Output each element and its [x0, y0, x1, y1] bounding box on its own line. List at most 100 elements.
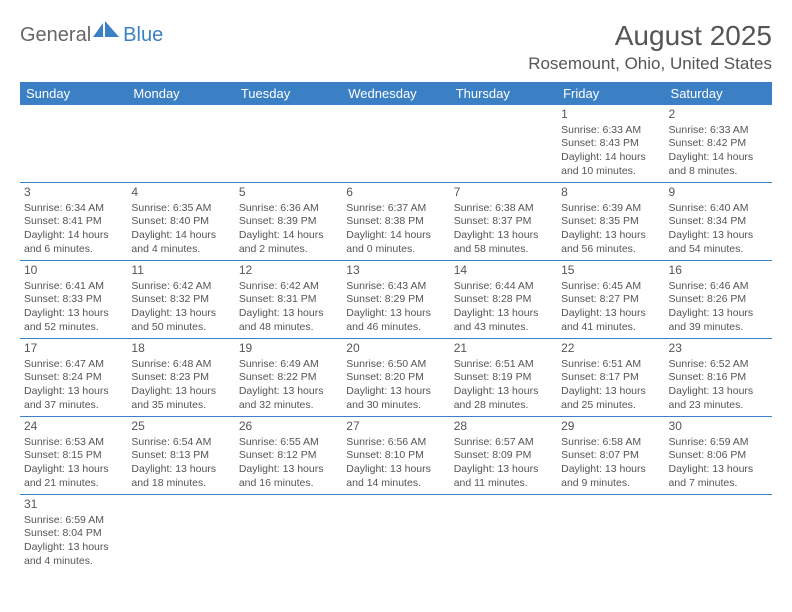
- sunrise-line: Sunrise: 6:46 AM: [669, 280, 768, 294]
- day-number: 4: [131, 185, 230, 201]
- sunset-line: Sunset: 8:32 PM: [131, 293, 230, 307]
- sunset-line: Sunset: 8:42 PM: [669, 137, 768, 151]
- sunset-line: Sunset: 8:28 PM: [454, 293, 553, 307]
- daylight-line: Daylight: 13 hours and 4 minutes.: [24, 541, 123, 568]
- col-thursday: Thursday: [450, 82, 557, 105]
- day-number: 22: [561, 341, 660, 357]
- logo-text-general: General: [20, 24, 91, 47]
- col-tuesday: Tuesday: [235, 82, 342, 105]
- day-number: 31: [24, 497, 123, 513]
- sunrise-line: Sunrise: 6:38 AM: [454, 202, 553, 216]
- sunset-line: Sunset: 8:37 PM: [454, 215, 553, 229]
- day-number: 5: [239, 185, 338, 201]
- sunrise-line: Sunrise: 6:37 AM: [346, 202, 445, 216]
- sunset-line: Sunset: 8:12 PM: [239, 449, 338, 463]
- daylight-line: Daylight: 13 hours and 7 minutes.: [669, 463, 768, 490]
- calendar-cell: 4Sunrise: 6:35 AMSunset: 8:40 PMDaylight…: [127, 183, 234, 261]
- daylight-line: Daylight: 14 hours and 8 minutes.: [669, 151, 768, 178]
- day-number: 3: [24, 185, 123, 201]
- sunset-line: Sunset: 8:23 PM: [131, 371, 230, 385]
- logo-text-blue: Blue: [123, 24, 163, 47]
- calendar-cell: 10Sunrise: 6:41 AMSunset: 8:33 PMDayligh…: [20, 261, 127, 339]
- sunset-line: Sunset: 8:04 PM: [24, 527, 123, 541]
- daylight-line: Daylight: 13 hours and 35 minutes.: [131, 385, 230, 412]
- calendar-cell: 11Sunrise: 6:42 AMSunset: 8:32 PMDayligh…: [127, 261, 234, 339]
- calendar-cell: 22Sunrise: 6:51 AMSunset: 8:17 PMDayligh…: [557, 339, 664, 417]
- col-sunday: Sunday: [20, 82, 127, 105]
- day-number: 12: [239, 263, 338, 279]
- logo: General Blue: [20, 24, 163, 47]
- day-number: 18: [131, 341, 230, 357]
- sunrise-line: Sunrise: 6:59 AM: [24, 514, 123, 528]
- sunset-line: Sunset: 8:41 PM: [24, 215, 123, 229]
- day-number: 14: [454, 263, 553, 279]
- day-header-row: Sunday Monday Tuesday Wednesday Thursday…: [20, 82, 772, 105]
- calendar-cell: 7Sunrise: 6:38 AMSunset: 8:37 PMDaylight…: [450, 183, 557, 261]
- calendar-cell: [235, 495, 342, 573]
- daylight-line: Daylight: 13 hours and 9 minutes.: [561, 463, 660, 490]
- sunrise-line: Sunrise: 6:55 AM: [239, 436, 338, 450]
- sunrise-line: Sunrise: 6:42 AM: [239, 280, 338, 294]
- col-saturday: Saturday: [665, 82, 772, 105]
- sunrise-line: Sunrise: 6:49 AM: [239, 358, 338, 372]
- day-number: 17: [24, 341, 123, 357]
- sunrise-line: Sunrise: 6:48 AM: [131, 358, 230, 372]
- calendar-row: 3Sunrise: 6:34 AMSunset: 8:41 PMDaylight…: [20, 183, 772, 261]
- day-number: 6: [346, 185, 445, 201]
- day-number: 26: [239, 419, 338, 435]
- calendar-table: Sunday Monday Tuesday Wednesday Thursday…: [20, 82, 772, 572]
- calendar-cell: 5Sunrise: 6:36 AMSunset: 8:39 PMDaylight…: [235, 183, 342, 261]
- sunrise-line: Sunrise: 6:41 AM: [24, 280, 123, 294]
- calendar-cell: 9Sunrise: 6:40 AMSunset: 8:34 PMDaylight…: [665, 183, 772, 261]
- daylight-line: Daylight: 13 hours and 28 minutes.: [454, 385, 553, 412]
- daylight-line: Daylight: 13 hours and 11 minutes.: [454, 463, 553, 490]
- daylight-line: Daylight: 13 hours and 54 minutes.: [669, 229, 768, 256]
- sunset-line: Sunset: 8:39 PM: [239, 215, 338, 229]
- day-number: 15: [561, 263, 660, 279]
- sunrise-line: Sunrise: 6:40 AM: [669, 202, 768, 216]
- sunrise-line: Sunrise: 6:44 AM: [454, 280, 553, 294]
- sunrise-line: Sunrise: 6:52 AM: [669, 358, 768, 372]
- day-number: 25: [131, 419, 230, 435]
- sunrise-line: Sunrise: 6:53 AM: [24, 436, 123, 450]
- calendar-cell: 29Sunrise: 6:58 AMSunset: 8:07 PMDayligh…: [557, 417, 664, 495]
- sail-icon: [93, 21, 121, 39]
- sunset-line: Sunset: 8:10 PM: [346, 449, 445, 463]
- sunset-line: Sunset: 8:40 PM: [131, 215, 230, 229]
- daylight-line: Daylight: 13 hours and 52 minutes.: [24, 307, 123, 334]
- daylight-line: Daylight: 13 hours and 25 minutes.: [561, 385, 660, 412]
- calendar-cell: 14Sunrise: 6:44 AMSunset: 8:28 PMDayligh…: [450, 261, 557, 339]
- sunrise-line: Sunrise: 6:35 AM: [131, 202, 230, 216]
- sunset-line: Sunset: 8:43 PM: [561, 137, 660, 151]
- month-title: August 2025: [528, 20, 772, 52]
- calendar-cell: 25Sunrise: 6:54 AMSunset: 8:13 PMDayligh…: [127, 417, 234, 495]
- day-number: 21: [454, 341, 553, 357]
- sunset-line: Sunset: 8:20 PM: [346, 371, 445, 385]
- calendar-cell: 3Sunrise: 6:34 AMSunset: 8:41 PMDaylight…: [20, 183, 127, 261]
- day-number: 2: [669, 107, 768, 123]
- day-number: 16: [669, 263, 768, 279]
- day-number: 11: [131, 263, 230, 279]
- calendar-cell: [557, 495, 664, 573]
- calendar-cell: [342, 105, 449, 183]
- calendar-cell: 8Sunrise: 6:39 AMSunset: 8:35 PMDaylight…: [557, 183, 664, 261]
- sunset-line: Sunset: 8:29 PM: [346, 293, 445, 307]
- daylight-line: Daylight: 13 hours and 56 minutes.: [561, 229, 660, 256]
- calendar-cell: 6Sunrise: 6:37 AMSunset: 8:38 PMDaylight…: [342, 183, 449, 261]
- daylight-line: Daylight: 13 hours and 58 minutes.: [454, 229, 553, 256]
- sunset-line: Sunset: 8:09 PM: [454, 449, 553, 463]
- sunset-line: Sunset: 8:38 PM: [346, 215, 445, 229]
- calendar-row: 10Sunrise: 6:41 AMSunset: 8:33 PMDayligh…: [20, 261, 772, 339]
- daylight-line: Daylight: 13 hours and 50 minutes.: [131, 307, 230, 334]
- calendar-cell: 18Sunrise: 6:48 AMSunset: 8:23 PMDayligh…: [127, 339, 234, 417]
- col-monday: Monday: [127, 82, 234, 105]
- sunrise-line: Sunrise: 6:45 AM: [561, 280, 660, 294]
- day-number: 28: [454, 419, 553, 435]
- day-number: 23: [669, 341, 768, 357]
- daylight-line: Daylight: 13 hours and 23 minutes.: [669, 385, 768, 412]
- sunset-line: Sunset: 8:27 PM: [561, 293, 660, 307]
- day-number: 20: [346, 341, 445, 357]
- calendar-cell: [450, 495, 557, 573]
- calendar-cell: 17Sunrise: 6:47 AMSunset: 8:24 PMDayligh…: [20, 339, 127, 417]
- calendar-cell: 21Sunrise: 6:51 AMSunset: 8:19 PMDayligh…: [450, 339, 557, 417]
